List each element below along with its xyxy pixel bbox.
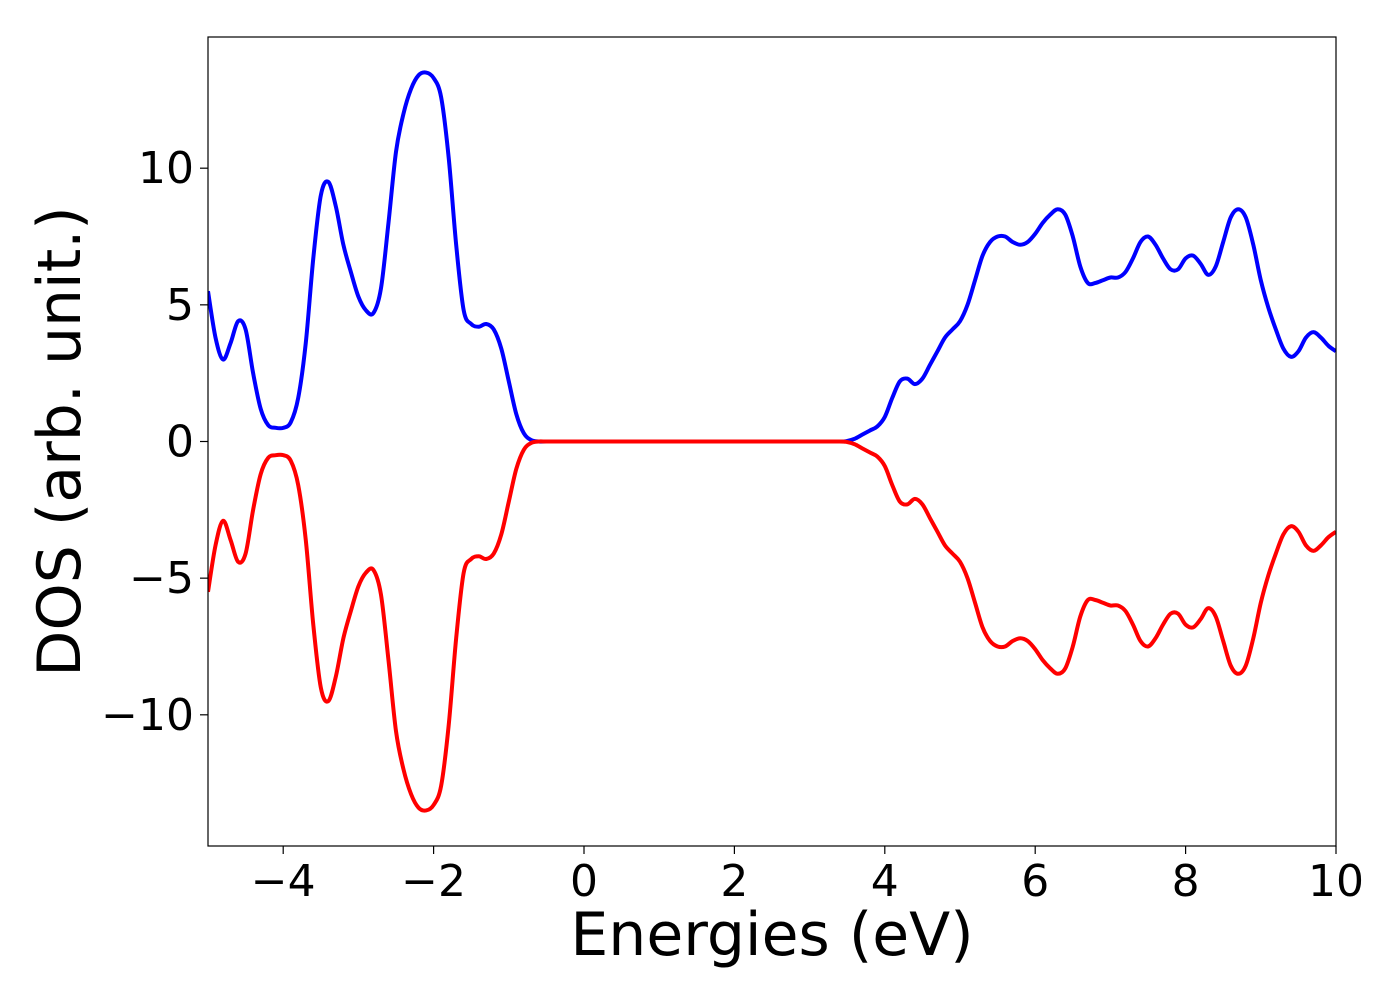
x-tick-label: 10 [1308,856,1364,907]
dos-line-negative [208,439,1336,813]
x-tick-label: 2 [720,856,748,907]
y-tick-label: −5 [129,553,194,604]
x-tick-label: −2 [401,856,466,907]
x-tick-label: −4 [251,856,316,907]
x-axis-title: Energies (eV) [570,900,973,970]
y-axis-ticks: −10 −5 0 5 10 [101,143,208,741]
x-tick-label: 4 [871,856,899,907]
x-tick-label: 0 [570,856,598,907]
x-tick-label: 6 [1021,856,1049,907]
dos-line-positive [208,70,1336,444]
x-axis-ticks: −4 −2 0 2 4 6 8 10 [251,846,1364,907]
y-tick-label: −10 [101,690,194,741]
y-tick-label: 0 [166,417,194,468]
x-tick-label: 8 [1172,856,1200,907]
y-axis-title: DOS (arb. unit.) [25,206,95,676]
y-tick-label: 5 [166,280,194,331]
y-tick-label: 10 [138,143,194,194]
series-layer [208,70,1336,813]
